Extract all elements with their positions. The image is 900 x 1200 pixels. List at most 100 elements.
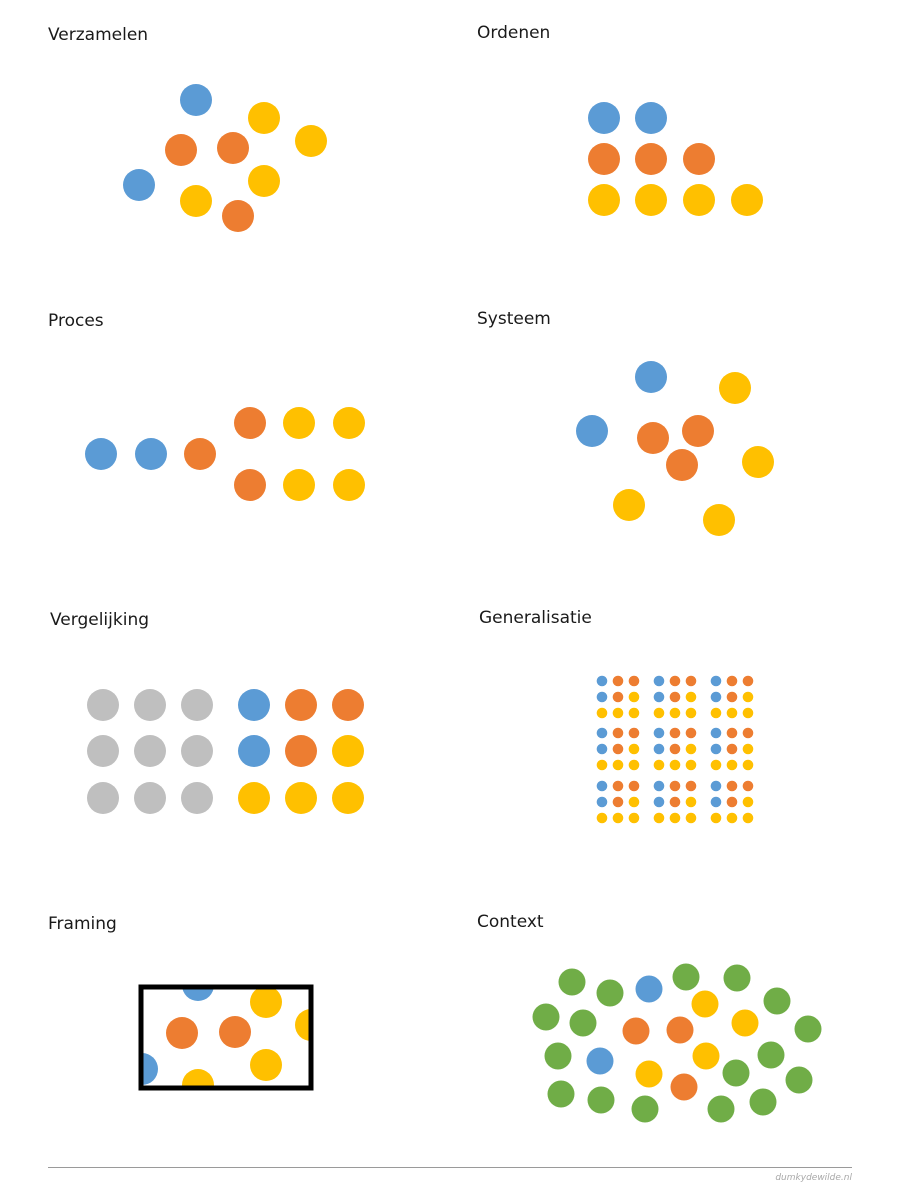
title-ordenen: Ordenen [477, 23, 551, 43]
yellow-dot [710, 759, 722, 771]
orange-dot [669, 675, 681, 687]
blue-dot [653, 675, 665, 687]
orange-dot [742, 780, 754, 792]
yellow-dot [628, 796, 640, 808]
yellow-dot [635, 1060, 663, 1088]
orange-dot [669, 691, 681, 703]
blue-dot [635, 361, 667, 393]
orange-dot [222, 200, 254, 232]
panel-context-dots [532, 963, 822, 1123]
yellow-dot [333, 469, 365, 501]
yellow-dot [248, 165, 280, 197]
yellow-dot [285, 782, 317, 814]
yellow-dot [692, 1042, 720, 1070]
blue-dot [635, 102, 667, 134]
yellow-dot [248, 102, 280, 134]
orange-dot [628, 780, 640, 792]
title-vergelijking: Vergelijking [50, 610, 150, 630]
orange-dot [285, 689, 317, 721]
green-dot [596, 979, 624, 1007]
yellow-dot [710, 812, 722, 824]
panel-proces-dots [85, 407, 365, 501]
gray-dot [181, 782, 213, 814]
yellow-dot [685, 759, 697, 771]
blue-dot [586, 1047, 614, 1075]
blue-dot [653, 691, 665, 703]
orange-dot [234, 407, 266, 439]
orange-dot [234, 469, 266, 501]
blue-dot [123, 169, 155, 201]
orange-dot [685, 675, 697, 687]
yellow-dot [685, 691, 697, 703]
panel-generalisatie-dots [596, 675, 754, 824]
orange-dot [742, 675, 754, 687]
yellow-dot [685, 707, 697, 719]
green-dot [763, 987, 791, 1015]
yellow-dot [596, 707, 608, 719]
orange-dot [628, 727, 640, 739]
yellow-dot [332, 782, 364, 814]
yellow-dot [283, 469, 315, 501]
blue-dot [238, 735, 270, 767]
yellow-dot [742, 743, 754, 755]
panel-ordenen-dots [588, 102, 763, 216]
gray-dot [87, 689, 119, 721]
blue-dot [710, 727, 722, 739]
orange-dot [332, 689, 364, 721]
orange-dot [669, 727, 681, 739]
title-proces: Proces [48, 311, 104, 331]
yellow-dot [295, 1009, 311, 1041]
gray-dot [134, 735, 166, 767]
yellow-dot [250, 987, 282, 1018]
orange-dot [666, 449, 698, 481]
panel-verzamelen-dots [123, 84, 327, 232]
orange-dot [612, 691, 624, 703]
yellow-dot [669, 759, 681, 771]
yellow-dot [726, 812, 738, 824]
yellow-dot [685, 812, 697, 824]
orange-dot [217, 132, 249, 164]
orange-dot [726, 780, 738, 792]
yellow-dot [333, 407, 365, 439]
blue-dot [135, 438, 167, 470]
orange-dot [637, 422, 669, 454]
blue-dot [238, 689, 270, 721]
yellow-dot [653, 707, 665, 719]
gray-dot [134, 782, 166, 814]
orange-dot [726, 796, 738, 808]
orange-dot [612, 675, 624, 687]
yellow-dot [742, 759, 754, 771]
blue-dot [141, 1053, 158, 1085]
orange-dot [219, 1016, 251, 1048]
blue-dot [596, 743, 608, 755]
green-dot [785, 1066, 813, 1094]
blue-dot [588, 102, 620, 134]
yellow-dot [628, 812, 640, 824]
blue-dot [180, 84, 212, 116]
gray-dot [87, 782, 119, 814]
orange-dot [612, 743, 624, 755]
yellow-dot [596, 759, 608, 771]
orange-dot [612, 780, 624, 792]
yellow-dot [612, 759, 624, 771]
yellow-dot [628, 743, 640, 755]
green-dot [757, 1041, 785, 1069]
blue-dot [653, 780, 665, 792]
orange-dot [685, 727, 697, 739]
blue-dot [653, 727, 665, 739]
gray-dot [87, 735, 119, 767]
orange-dot [685, 780, 697, 792]
orange-dot [166, 1017, 198, 1049]
yellow-dot [685, 796, 697, 808]
blue-dot [710, 780, 722, 792]
orange-dot [622, 1017, 650, 1045]
yellow-dot [731, 184, 763, 216]
yellow-dot [283, 407, 315, 439]
blue-dot [635, 975, 663, 1003]
gray-dot [181, 689, 213, 721]
title-verzamelen: Verzamelen [48, 25, 149, 45]
yellow-dot [669, 812, 681, 824]
yellow-dot [628, 707, 640, 719]
yellow-dot [180, 185, 212, 217]
panel-systeem-dots [576, 361, 774, 536]
